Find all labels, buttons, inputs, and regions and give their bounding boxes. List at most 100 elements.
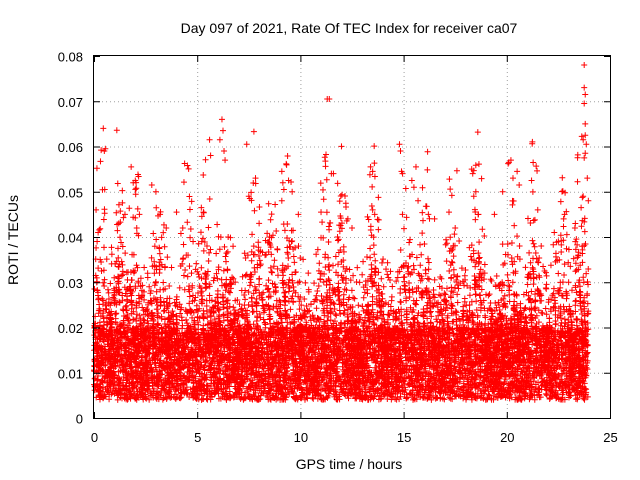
data-point xyxy=(584,175,591,182)
data-point xyxy=(225,234,232,240)
y-tick-labels: 0 0.01 0.02 0.03 0.04 0.05 0.06 0.07 0.08 xyxy=(58,50,83,427)
data-point xyxy=(581,100,588,107)
dense-points-path xyxy=(91,127,592,403)
y-axis-title: ROTI / TECUs xyxy=(5,195,21,285)
data-point xyxy=(334,234,341,240)
data-point xyxy=(173,209,180,216)
data-point xyxy=(221,148,228,155)
data-point xyxy=(101,186,108,193)
data-point xyxy=(190,238,197,245)
data-point xyxy=(220,127,226,134)
y-tick-label: 0.06 xyxy=(58,140,83,155)
data-point xyxy=(115,220,122,227)
data-point xyxy=(399,170,406,177)
data-point xyxy=(278,168,285,175)
data-point xyxy=(367,163,374,170)
data-point xyxy=(412,163,419,170)
y-tick-label: 0.03 xyxy=(58,276,83,291)
y-tick-label: 0.07 xyxy=(58,95,83,110)
x-tick-labels: 0 5 10 15 20 25 xyxy=(91,430,618,445)
data-point xyxy=(330,170,337,177)
data-point xyxy=(446,209,453,216)
data-point xyxy=(295,211,302,218)
data-point xyxy=(582,150,589,157)
y-tick-label: 0.05 xyxy=(58,185,83,200)
axis-ticks xyxy=(94,56,611,419)
data-point xyxy=(470,193,477,200)
data-point xyxy=(128,163,135,170)
data-point xyxy=(369,206,376,213)
data-point xyxy=(583,141,590,148)
data-point xyxy=(222,157,229,164)
data-point xyxy=(582,91,589,98)
data-point xyxy=(278,197,285,204)
data-point xyxy=(289,188,296,195)
data-point xyxy=(431,215,438,222)
x-tick-label: 5 xyxy=(194,430,201,445)
data-point xyxy=(578,204,585,211)
data-point xyxy=(514,168,521,175)
data-point xyxy=(509,175,516,182)
data-point xyxy=(207,152,214,159)
chart-title: Day 097 of 2021, Rate Of TEC Index for r… xyxy=(181,20,518,36)
data-point xyxy=(585,197,592,204)
data-point xyxy=(218,116,225,123)
data-point xyxy=(94,238,101,245)
data-point xyxy=(216,136,223,143)
y-tick-label: 0.01 xyxy=(58,366,83,381)
data-point xyxy=(396,141,403,148)
x-tick-label: 15 xyxy=(397,430,411,445)
data-point xyxy=(102,145,109,152)
dense-point-cloud xyxy=(91,127,592,403)
data-point xyxy=(100,125,107,132)
data-point xyxy=(152,188,159,195)
data-point xyxy=(266,234,273,240)
data-point xyxy=(326,95,333,102)
data-point xyxy=(507,157,514,164)
grid xyxy=(94,56,610,418)
data-point xyxy=(580,136,587,143)
data-point xyxy=(499,188,506,195)
data-point xyxy=(95,229,102,236)
data-point xyxy=(280,186,287,193)
data-point xyxy=(472,188,479,195)
data-point xyxy=(132,177,139,184)
x-axis-title: GPS time / hours xyxy=(296,456,403,472)
data-point xyxy=(246,195,253,202)
data-point xyxy=(580,193,587,200)
data-point xyxy=(581,84,588,91)
data-point xyxy=(279,179,286,186)
data-point xyxy=(491,211,498,218)
data-point xyxy=(318,209,325,216)
x-tick-label: 20 xyxy=(500,430,514,445)
data-point xyxy=(256,220,263,227)
data-point xyxy=(415,197,422,204)
data-point xyxy=(561,211,568,218)
data-point xyxy=(534,206,541,213)
y-tick-label: 0.04 xyxy=(58,231,83,246)
x-tick-label: 0 xyxy=(91,430,98,445)
data-point xyxy=(198,204,205,211)
scatter-points xyxy=(93,62,592,263)
data-point xyxy=(410,184,417,191)
data-point xyxy=(397,148,404,155)
data-point xyxy=(516,181,523,188)
data-point xyxy=(163,224,170,231)
data-point xyxy=(528,177,535,184)
data-point xyxy=(344,215,351,222)
data-point xyxy=(206,136,213,143)
y-tick-label: 0.02 xyxy=(58,321,83,336)
data-point xyxy=(571,224,578,231)
data-point xyxy=(452,224,459,231)
data-point xyxy=(200,209,207,216)
data-point xyxy=(243,141,250,148)
data-point xyxy=(157,211,164,218)
data-point xyxy=(136,211,143,218)
x-tick-label: 10 xyxy=(294,430,308,445)
data-point xyxy=(371,211,378,218)
data-point xyxy=(551,229,558,236)
data-point xyxy=(582,132,589,139)
data-point xyxy=(408,177,415,184)
